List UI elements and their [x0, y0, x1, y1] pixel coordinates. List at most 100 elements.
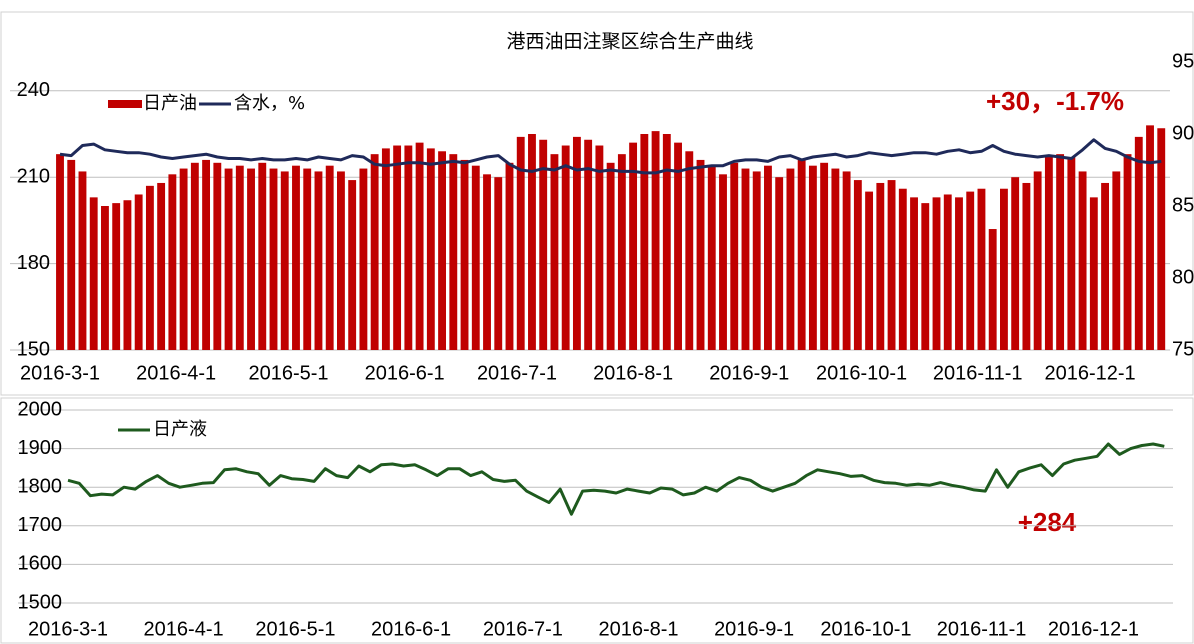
y-tick-label: 1500	[18, 591, 63, 613]
bar	[505, 162, 514, 350]
bar	[112, 203, 121, 350]
y2-tick-label: 75	[1172, 338, 1194, 360]
x-tick-label: 2016-9-1	[714, 618, 794, 640]
bar	[336, 171, 345, 350]
bar	[853, 180, 862, 350]
x-tick-label: 2016-11-1	[933, 362, 1023, 384]
bar	[966, 191, 975, 350]
bar	[516, 136, 525, 350]
x-tick-label: 2016-6-1	[365, 362, 445, 384]
bar	[1033, 171, 1042, 350]
bar	[1011, 177, 1020, 350]
bar	[572, 136, 581, 350]
y-tick-label: 1700	[18, 514, 63, 536]
x-tick-label: 2016-4-1	[144, 618, 224, 640]
bar	[247, 168, 255, 350]
y2-tick-label: 80	[1172, 266, 1194, 288]
bar	[550, 154, 559, 350]
bar	[955, 197, 963, 350]
bar	[921, 203, 930, 350]
bar	[179, 168, 188, 350]
bar	[1067, 157, 1076, 350]
bar	[314, 171, 323, 350]
bar	[460, 159, 469, 350]
annotation: +284	[1018, 507, 1077, 537]
x-tick-label: 2016-7-1	[483, 618, 563, 640]
bar	[685, 151, 694, 350]
x-tick-label: 2016-8-1	[598, 618, 678, 640]
line	[59, 138, 1162, 175]
bar	[101, 206, 109, 350]
bar	[213, 162, 222, 350]
bar	[786, 168, 795, 350]
y-tick-label: 1600	[18, 553, 63, 575]
y2-tick-label: 95	[1172, 50, 1194, 72]
bar	[303, 168, 312, 350]
y-tick-label: 1900	[18, 437, 63, 459]
x-tick-label: 2016-12-1	[1044, 362, 1135, 384]
bar	[662, 134, 671, 350]
y-tick-label: 210	[17, 165, 50, 187]
bar	[89, 197, 98, 350]
bar	[606, 162, 615, 350]
bar	[752, 171, 761, 350]
bar	[224, 168, 233, 350]
bar	[123, 200, 132, 350]
bar	[674, 142, 682, 350]
bar	[1157, 128, 1166, 350]
x-tick-label: 2016-5-1	[248, 362, 328, 384]
bar	[292, 165, 300, 350]
bar	[831, 168, 840, 350]
line	[67, 442, 1165, 516]
bar	[539, 139, 548, 350]
bar	[651, 131, 660, 350]
bar	[145, 185, 154, 350]
bar	[471, 165, 480, 350]
bar	[999, 188, 1008, 350]
x-tick-label: 2016-4-1	[136, 362, 216, 384]
y-tick-label: 240	[17, 79, 50, 101]
bar	[1112, 171, 1121, 350]
bar	[528, 134, 536, 350]
y-tick-label: 1800	[18, 475, 63, 497]
panel-frame	[0, 397, 1194, 644]
bar	[280, 171, 289, 350]
x-tick-label: 2016-3-1	[20, 362, 100, 384]
bar	[842, 171, 851, 350]
bar	[1089, 197, 1098, 350]
bar	[370, 154, 379, 350]
bar	[157, 182, 166, 350]
bar	[943, 194, 952, 350]
bar	[426, 148, 435, 350]
x-tick-label: 2016-5-1	[255, 618, 335, 640]
bar	[67, 159, 76, 350]
bar	[719, 174, 727, 350]
bar	[730, 162, 739, 350]
panel-frame	[0, 11, 1194, 396]
bar	[561, 145, 570, 350]
x-tick-label: 2016-6-1	[371, 618, 451, 640]
bar	[325, 165, 334, 350]
x-tick-label: 2016-10-1	[816, 362, 907, 384]
bar	[134, 194, 143, 350]
bar	[910, 197, 918, 350]
bar	[865, 191, 874, 350]
bar	[449, 154, 458, 350]
bar	[977, 188, 986, 350]
bar	[348, 180, 357, 350]
bar	[797, 159, 806, 350]
bar	[775, 177, 784, 350]
bar	[898, 188, 907, 350]
bar	[696, 159, 705, 350]
bar	[617, 154, 626, 350]
bar	[1123, 154, 1132, 350]
bar	[1056, 154, 1065, 350]
bar	[595, 145, 604, 350]
bar	[988, 229, 997, 350]
bar	[1044, 157, 1053, 350]
bar	[932, 197, 941, 350]
y-tick-label: 180	[17, 252, 50, 274]
bar	[741, 168, 750, 350]
legend-swatch	[108, 100, 142, 108]
bar	[707, 165, 716, 350]
